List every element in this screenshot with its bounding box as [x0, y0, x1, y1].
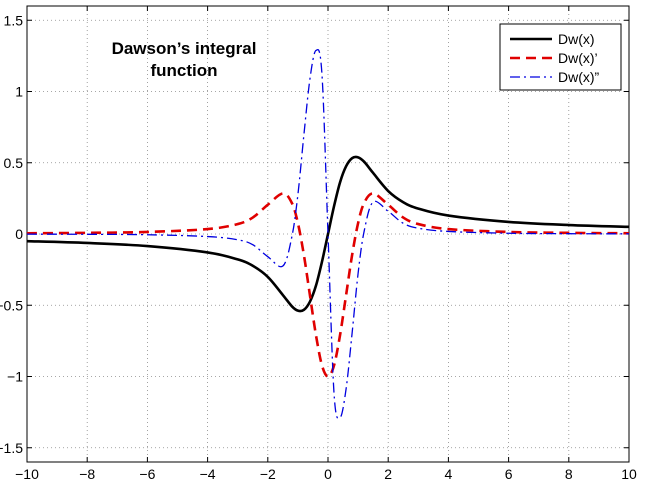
- y-tick-label: −1: [7, 369, 23, 385]
- y-tick-label: 1.5: [4, 12, 24, 28]
- legend: Dw(x) Dw(x)’ Dw(x)”: [499, 23, 622, 91]
- legend-label: Dw(x): [558, 31, 595, 47]
- x-tick-label: 2: [384, 466, 392, 482]
- x-tick-label: 0: [324, 466, 332, 482]
- dw-prime-series-line: [26, 192, 630, 378]
- x-tick-label: 6: [505, 466, 513, 482]
- y-tick-label: −0.5: [0, 297, 23, 313]
- x-tick-label: 8: [565, 466, 573, 482]
- y-tick-label: 1: [15, 84, 23, 100]
- legend-label: Dw(x)’: [558, 50, 598, 66]
- x-tick-label: −10: [15, 466, 39, 482]
- y-tick-label: −1.5: [0, 440, 23, 456]
- legend-box: [499, 23, 622, 91]
- dw-double-prime-series-line: [26, 49, 630, 419]
- x-tick-label: −6: [139, 466, 155, 482]
- y-tick-label: 0: [15, 226, 23, 242]
- x-tick-label: −8: [79, 466, 95, 482]
- axes: −10 −8 −6 −4 −2 0 2 4 6 8 10 −1.5 −1 −0.5 0 0.5 1 1.5: [0, 5, 637, 482]
- x-tick-label: −2: [260, 466, 276, 482]
- x-tick-label: 4: [445, 466, 453, 482]
- plot-title-line-2: function: [150, 61, 217, 80]
- dw-series-line: [26, 155, 630, 313]
- x-tick-label: 10: [621, 466, 637, 482]
- x-tick-label: −4: [200, 466, 216, 482]
- series-layer: [26, 49, 630, 419]
- plot-title: Dawson’s integral function: [112, 39, 257, 80]
- plot-title-line-1: Dawson’s integral: [112, 39, 257, 58]
- legend-label: Dw(x)”: [558, 69, 600, 85]
- y-tick-label: 0.5: [4, 155, 24, 171]
